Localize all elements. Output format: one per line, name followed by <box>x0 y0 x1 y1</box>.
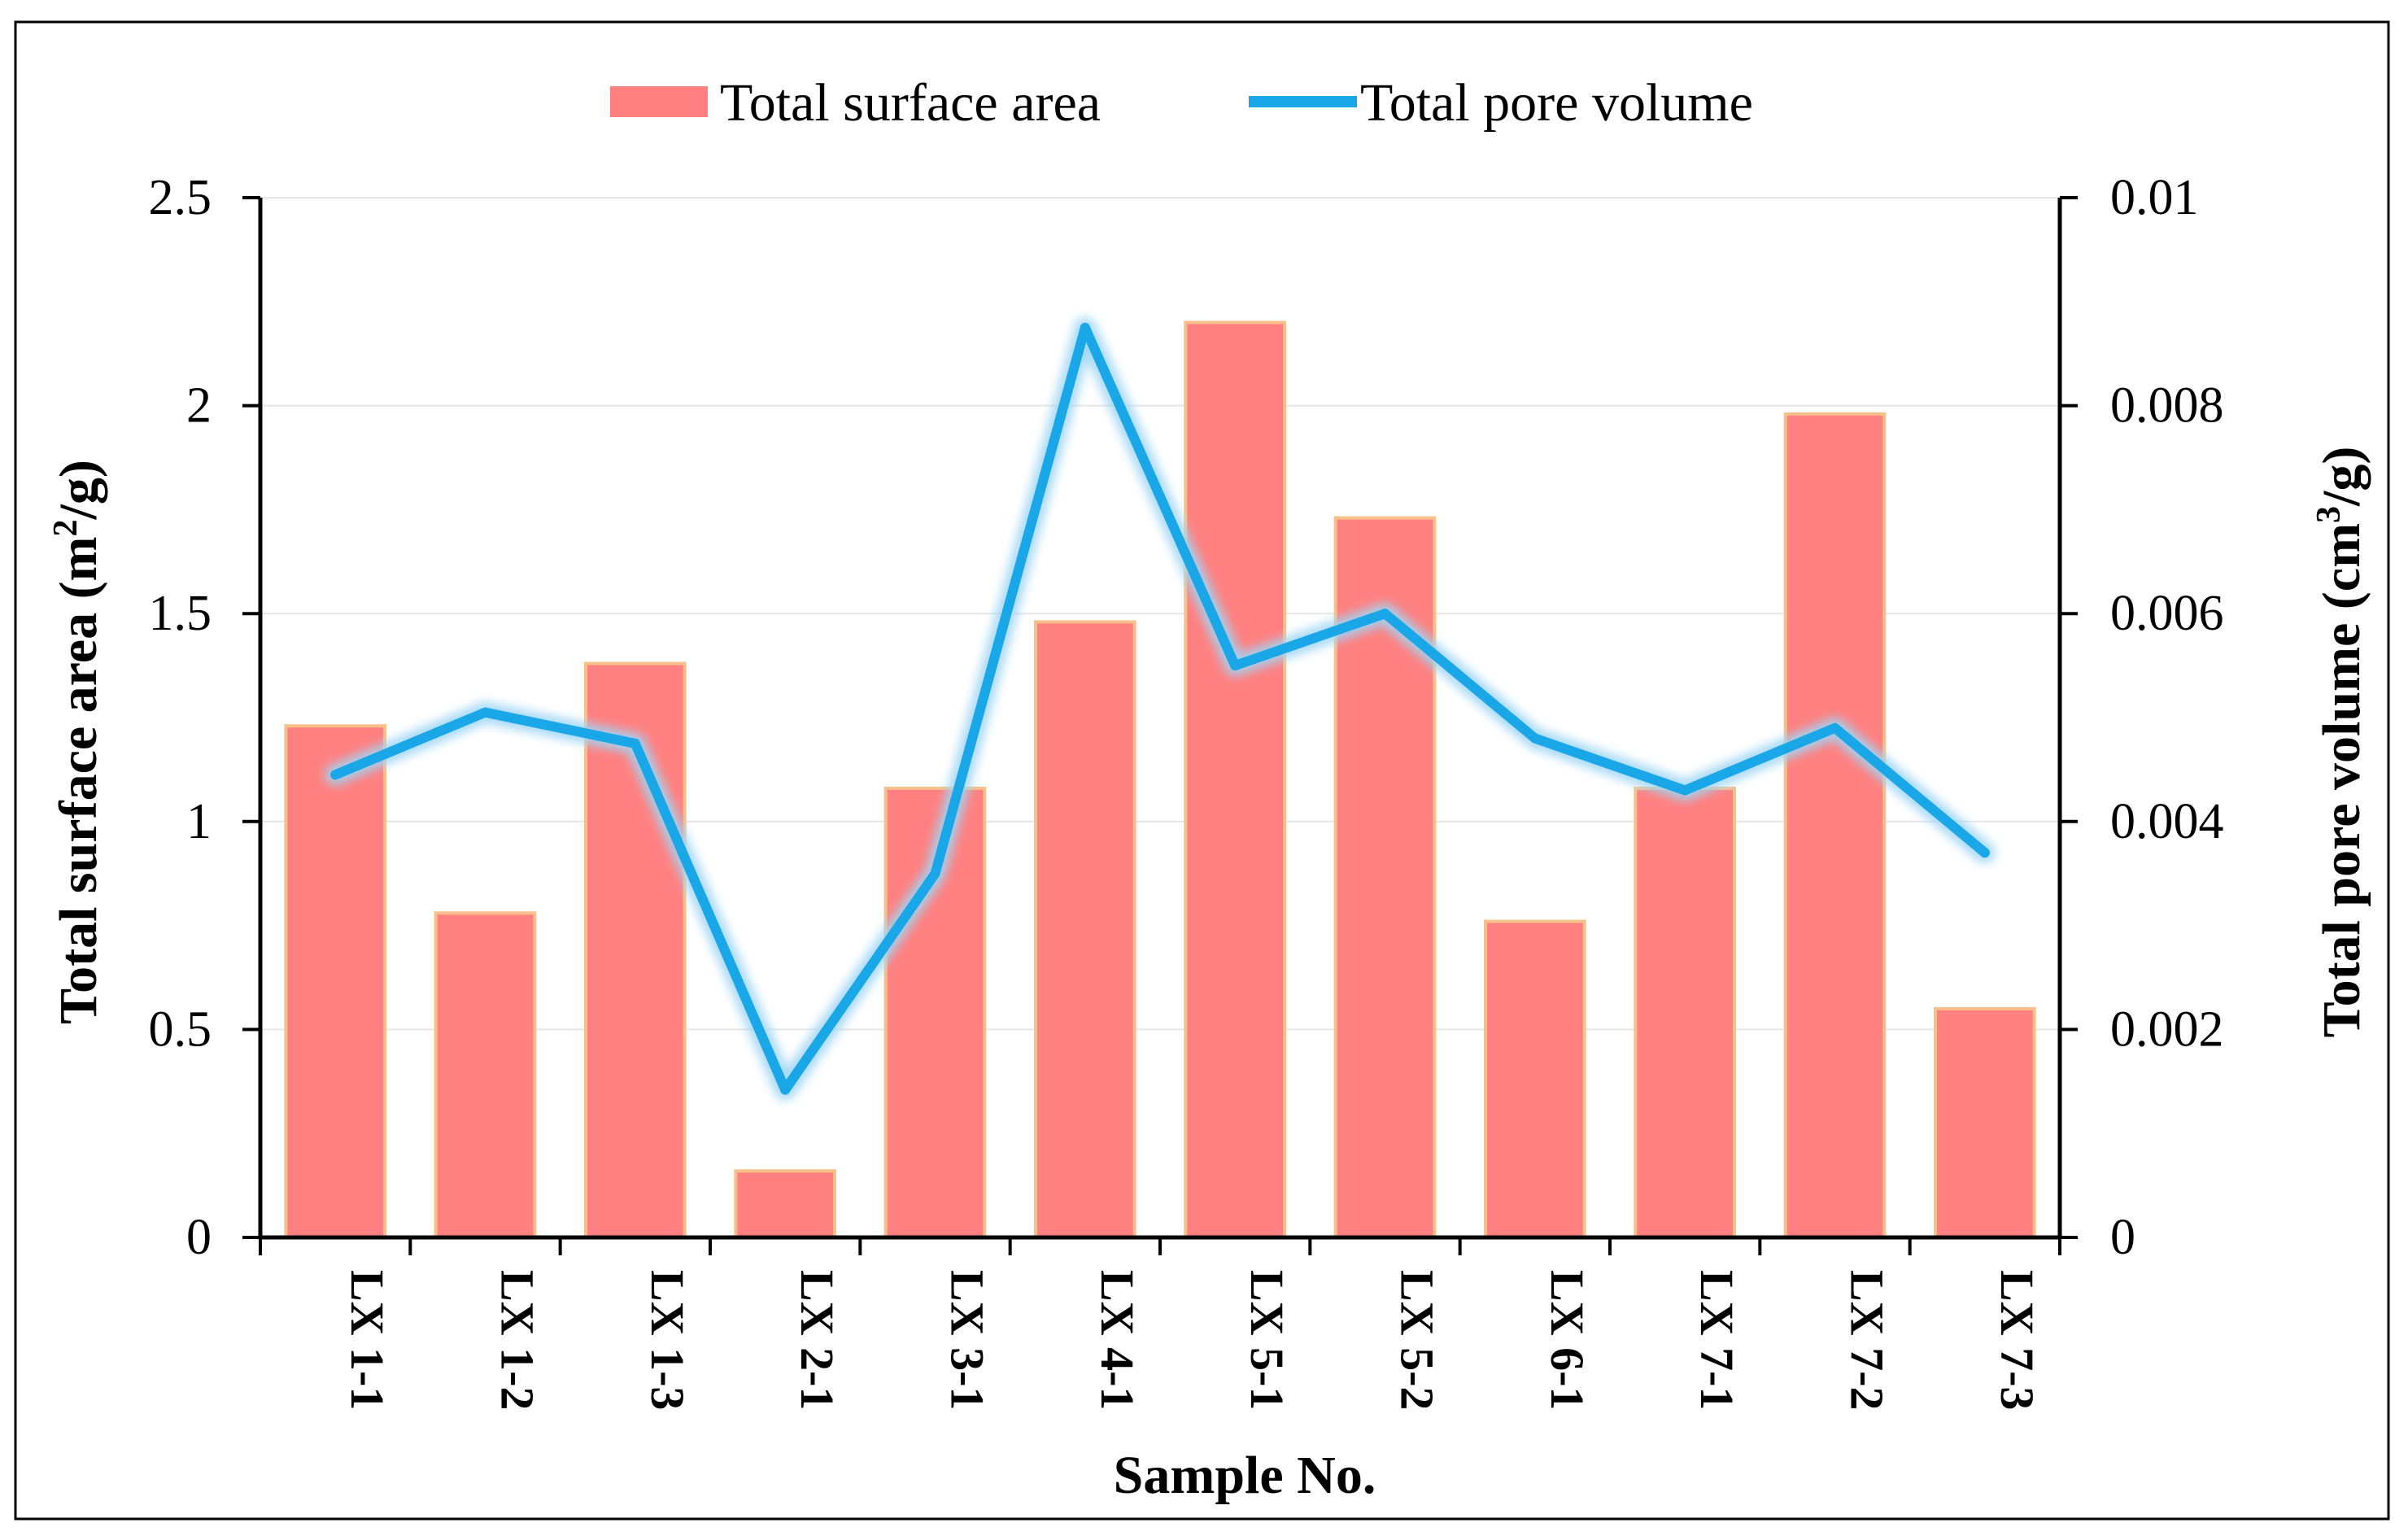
legend-label-pore-volume: Total pore volume <box>1360 73 1753 133</box>
pore-point-lx-4-1 <box>1080 322 1090 333</box>
y-left-tick-labels: 0 0.5 1 1.5 2 2.5 <box>149 170 212 1265</box>
pore-volume-line-glow <box>325 316 1996 1101</box>
bar-lx-7-3 <box>1934 1006 2036 1239</box>
bar-lx-1-3 <box>584 661 687 1239</box>
y-right-tick-label: 0.004 <box>2110 794 2224 849</box>
pore-volume-line <box>330 322 1990 1095</box>
x-tick-label: LX 5-2 <box>1391 1270 1444 1410</box>
bar-lx-1-1 <box>284 724 386 1239</box>
y-right-tick-label: 0.006 <box>2110 586 2224 641</box>
x-tick-label: LX 5-1 <box>1241 1270 1293 1410</box>
y-right-tick-label: 0.002 <box>2110 1001 2224 1057</box>
y-right-tick-label: 0.008 <box>2110 378 2224 434</box>
bar-lx-5-1 <box>1184 321 1286 1239</box>
gridlines <box>260 197 2060 1031</box>
bar-lx-7-2 <box>1783 412 1887 1240</box>
chart-frame <box>14 20 2390 1521</box>
axes <box>242 196 2078 1255</box>
legend: Total surface area Total pore volume <box>610 73 1753 133</box>
pore-point-lx-5-1 <box>1230 661 1241 671</box>
bar-lx-4-1 <box>1034 620 1136 1239</box>
pore-point-lx-2-1 <box>780 1084 791 1095</box>
y-right-tick-label: 0.01 <box>2110 170 2199 225</box>
x-tick-label: LX 7-2 <box>1841 1270 1894 1410</box>
y-left-tick-label: 1.5 <box>149 586 212 641</box>
y-left-tick-label: 1 <box>186 794 212 849</box>
y-right-axis-title: Total pore volume (cm3/g) <box>2310 447 2371 1038</box>
y-right-tick-labels: 0 0.002 0.004 0.006 0.008 0.01 <box>2110 170 2224 1265</box>
pore-volume-series <box>325 316 1996 1101</box>
x-tick-label: LX 2-1 <box>791 1270 844 1410</box>
legend-label-surface-area: Total surface area <box>720 73 1101 133</box>
x-tick-label: LX 4-1 <box>1091 1270 1144 1410</box>
x-tick-label: LX 1-2 <box>491 1270 544 1410</box>
x-tick-label: LX 6-1 <box>1541 1270 1594 1410</box>
x-tick-label: LX 7-1 <box>1690 1270 1743 1410</box>
surface-area-bars <box>284 321 2036 1240</box>
bar-lx-2-1 <box>734 1169 836 1240</box>
y-left-tick-label: 0.5 <box>149 1001 212 1057</box>
bar-lx-5-2 <box>1333 516 1437 1239</box>
pore-point-lx-5-2 <box>1380 609 1390 619</box>
pore-point-lx-7-2 <box>1830 722 1840 733</box>
y-right-tick-label: 0 <box>2110 1210 2135 1265</box>
x-tick-label: LX 7-3 <box>1991 1270 2044 1410</box>
pore-point-lx-3-1 <box>930 868 940 879</box>
pore-point-lx-1-2 <box>480 707 491 718</box>
pore-point-lx-1-3 <box>630 738 640 748</box>
pore-point-lx-7-1 <box>1680 785 1690 796</box>
y-left-tick-label: 0 <box>186 1210 212 1265</box>
y-left-tick-label: 2.5 <box>149 170 212 225</box>
bar-lx-7-1 <box>1634 786 1736 1239</box>
bar-lx-1-2 <box>434 911 537 1240</box>
x-tick-label: LX 3-1 <box>941 1270 994 1410</box>
y-left-tick-label: 2 <box>186 378 212 434</box>
x-tick-label: LX 1-3 <box>641 1270 694 1410</box>
x-axis-title: Sample No. <box>1114 1446 1376 1505</box>
pore-point-lx-7-3 <box>1979 848 1990 858</box>
x-tick-labels: LX 1-1 LX 1-2 LX 1-3 LX 2-1 LX 3-1 LX 4-1 LX 5… <box>341 1270 2044 1410</box>
y-left-axis-title: Total surface area (m2/g) <box>47 460 108 1024</box>
bar-lx-6-1 <box>1484 919 1586 1240</box>
pore-point-lx-6-1 <box>1529 733 1540 744</box>
legend-bar-swatch <box>610 86 708 117</box>
x-tick-label: LX 1-1 <box>341 1270 394 1410</box>
pore-point-lx-1-1 <box>330 770 341 780</box>
